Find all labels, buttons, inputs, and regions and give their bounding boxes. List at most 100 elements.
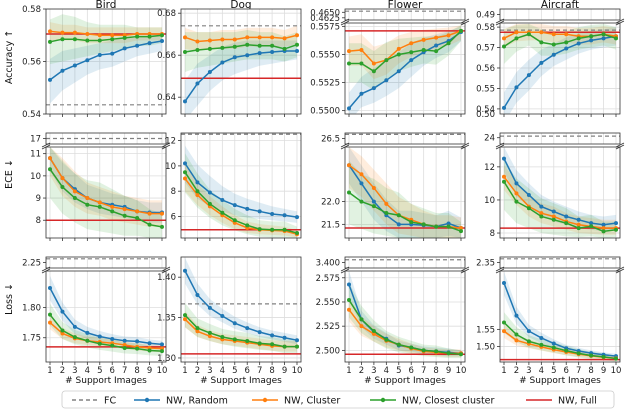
axes-frame (180, 132, 302, 239)
axis-break-mark (340, 268, 350, 274)
point-cluster (85, 31, 90, 36)
point-closest (257, 43, 262, 48)
plot-area (345, 23, 465, 114)
point-random (514, 181, 519, 186)
y-tick-label: 0.56 (476, 64, 495, 74)
band-closest (349, 25, 461, 91)
y-tick-label: 10 (165, 162, 176, 172)
point-closest (459, 229, 463, 234)
point-random (589, 38, 594, 43)
y-tick-label: 0.66 (157, 51, 176, 61)
panel-aircraft-ece: 8 10 12 24 (484, 132, 625, 241)
row-label-accuracy: Accuracy ↑ (4, 30, 15, 84)
point-random (514, 85, 519, 90)
x-tick-label: 3 (207, 366, 212, 376)
panel-aircraft-accuracy: 0.54 0.55 0.56 0.57 0.58 0.50 0.49 (476, 8, 625, 120)
axis-break-mark (495, 266, 505, 272)
point-closest (270, 342, 275, 347)
plot-area (46, 271, 166, 362)
point-closest (576, 36, 581, 41)
axis-break-mark (495, 268, 505, 274)
series-line-random (503, 158, 617, 226)
y-tick-label: 0.4625 (310, 14, 340, 24)
point-cluster (195, 329, 200, 334)
band-random (185, 145, 297, 223)
point-random (576, 41, 581, 46)
point-random (207, 190, 212, 195)
series-line-closest (184, 171, 298, 234)
band-closest (349, 282, 461, 359)
axis-break-mark (495, 142, 505, 148)
axes-frame-broken (499, 132, 621, 145)
point-closest (147, 34, 152, 39)
band-random (349, 147, 461, 238)
point-closest (384, 58, 389, 63)
point-random (295, 215, 299, 220)
band-closest (185, 153, 297, 238)
y-tick-label: 10 (30, 172, 41, 182)
point-random (270, 333, 275, 338)
point-cluster (183, 317, 187, 322)
series-line-cluster (49, 30, 162, 36)
axis-break-mark (495, 20, 505, 26)
y-tick-label: 0.58 (476, 23, 495, 33)
y-tick-label: 6 (171, 212, 176, 222)
series-line-closest (49, 168, 163, 228)
panel-bird-loss: 1.75 1.80 2.25 1 2 3 4 5 6 7 8 9 10 # Support Images (22, 256, 171, 386)
legend-marker-random (144, 397, 150, 403)
point-random (232, 55, 237, 60)
point-cluster (514, 191, 519, 196)
point-random (359, 91, 364, 96)
point-cluster (270, 35, 275, 40)
point-closest (564, 348, 569, 353)
axes-frame (45, 146, 167, 239)
band-random (50, 32, 162, 104)
x-tick-label: 8 (269, 366, 274, 376)
point-closest (160, 349, 164, 354)
point-closest (220, 334, 225, 339)
point-closest (502, 44, 506, 49)
y-tick-label: 9 (36, 194, 41, 204)
point-cluster (72, 30, 77, 35)
axis-break-mark (615, 142, 625, 148)
point-closest (526, 32, 531, 37)
point-closest (60, 184, 65, 189)
legend: FC NW, Random NW, Cluster NW, Closest clust… (61, 390, 615, 409)
panel-bird-ece: 8 9 10 11 17 (30, 132, 171, 241)
panel-dog-accuracy: 0.64 0.66 0.68 (157, 8, 302, 117)
y-tick-label: 1.50 (476, 343, 495, 353)
point-cluster (207, 38, 212, 43)
point-cluster (502, 174, 506, 179)
point-random (396, 222, 401, 227)
point-random (122, 338, 127, 343)
point-random (270, 50, 275, 55)
y-tick-label: 10 (484, 196, 495, 206)
x-axis-label: # Support Images (519, 376, 601, 386)
y-tick-label: 0.5575 (310, 22, 340, 32)
point-random (551, 209, 556, 214)
point-random (207, 305, 212, 310)
axis-break-mark (460, 142, 470, 148)
point-closest (195, 189, 200, 194)
axis-break-mark (495, 144, 505, 150)
point-random (295, 49, 299, 53)
point-cluster (48, 29, 52, 34)
point-random (220, 198, 225, 203)
panel-bird-accuracy: 0.54 0.56 0.58 (22, 5, 167, 120)
axes-frame (344, 270, 466, 363)
axis-break-mark (340, 18, 350, 24)
y-tick-label: 0.57 (476, 44, 495, 54)
point-closest (122, 213, 127, 218)
point-random (207, 70, 212, 74)
x-tick-label: 1 (346, 366, 351, 376)
point-closest (371, 204, 376, 209)
x-tick-label: 3 (72, 366, 77, 376)
y-tick-label: 2.35 (476, 259, 495, 269)
x-tick-label: 5 (551, 366, 556, 376)
x-tick-label: 3 (526, 366, 531, 376)
axes-frame (344, 22, 466, 115)
band-cluster (349, 147, 461, 238)
point-closest (207, 330, 212, 335)
point-closest (434, 349, 439, 354)
